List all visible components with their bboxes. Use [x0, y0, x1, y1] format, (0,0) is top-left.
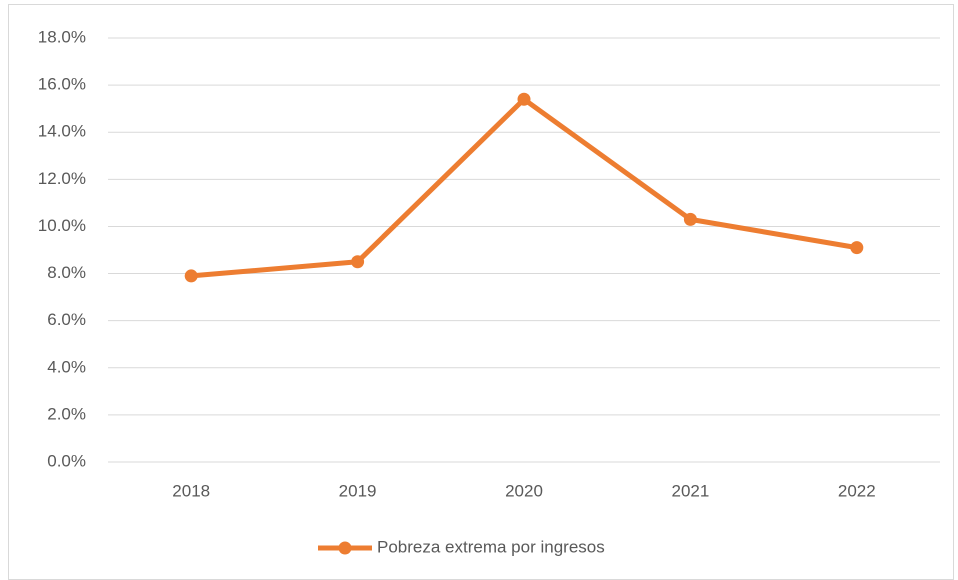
- point-marker: [850, 241, 864, 255]
- point-marker: [351, 255, 365, 269]
- legend-label: Pobreza extrema por ingresos: [377, 537, 605, 556]
- y-tick-label: 16.0%: [38, 75, 86, 94]
- point-marker: [517, 92, 531, 106]
- y-tick-label: 2.0%: [47, 404, 86, 423]
- x-tick-label: 2021: [671, 481, 709, 500]
- point-marker: [683, 212, 697, 226]
- y-tick-label: 4.0%: [47, 357, 86, 376]
- point-marker: [184, 269, 198, 283]
- y-tick-label: 10.0%: [38, 216, 86, 235]
- y-tick-label: 18.0%: [38, 27, 86, 46]
- y-tick-label: 12.0%: [38, 169, 86, 188]
- x-tick-label: 2018: [172, 481, 210, 500]
- chart-border: [8, 4, 954, 580]
- x-tick-label: 2022: [838, 481, 876, 500]
- y-tick-label: 8.0%: [47, 263, 86, 282]
- x-tick-label: 2020: [505, 481, 543, 500]
- x-tick-label: 2019: [339, 481, 377, 500]
- legend-swatch-marker: [338, 541, 352, 555]
- y-tick-label: 0.0%: [47, 451, 86, 470]
- y-tick-label: 6.0%: [47, 310, 86, 329]
- y-tick-label: 14.0%: [38, 122, 86, 141]
